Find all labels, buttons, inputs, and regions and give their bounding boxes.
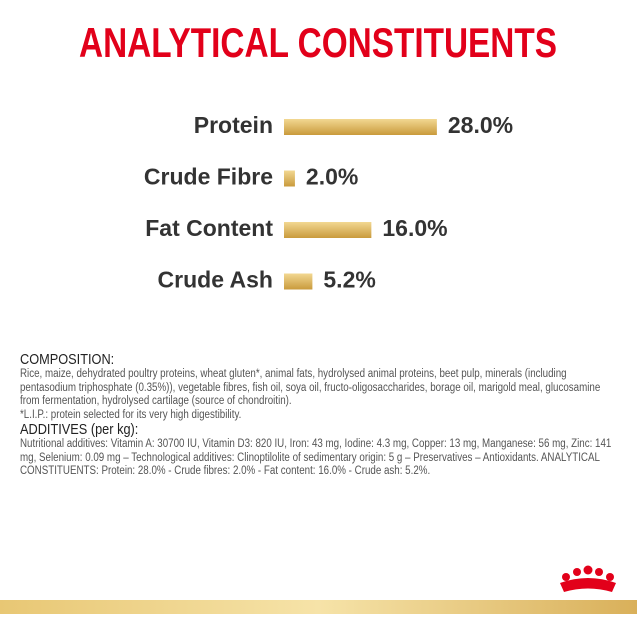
category-label: Protein	[194, 112, 273, 138]
chart-title: ANALYTICAL CONSTITUENTS	[79, 19, 557, 66]
additives-text: Nutritional additives: Vitamin A: 30700 …	[20, 438, 612, 477]
bar	[284, 119, 437, 135]
bar	[284, 170, 295, 187]
footer-stripe	[0, 600, 637, 614]
category-label: Crude Fibre	[144, 164, 273, 190]
composition-note: *L.I.P.: protein selected for its very h…	[20, 408, 242, 421]
composition-text: Rice, maize, dehydrated poultry proteins…	[20, 368, 601, 407]
value-label: 28.0%	[448, 112, 513, 138]
additives-heading: ADDITIVES (per kg):	[20, 421, 139, 438]
composition-heading: COMPOSITION:	[20, 351, 115, 368]
text-block: COMPOSITION: Rice, maize, dehydrated pou…	[20, 352, 620, 479]
value-label: 5.2%	[323, 267, 375, 293]
value-label: 2.0%	[306, 164, 358, 190]
category-label: Crude Ash	[158, 267, 273, 293]
bar	[284, 222, 372, 238]
logo	[560, 565, 616, 592]
category-label: Fat Content	[145, 215, 273, 241]
bar	[284, 273, 313, 290]
value-label: 16.0%	[382, 215, 447, 241]
